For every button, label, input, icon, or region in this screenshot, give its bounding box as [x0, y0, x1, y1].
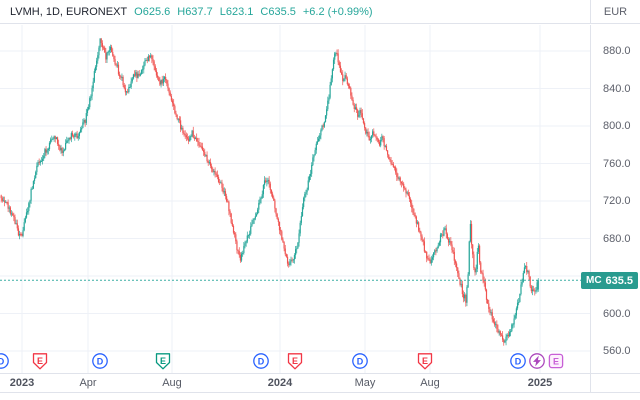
ticker-badge: MC — [586, 275, 602, 286]
svg-text:D: D — [357, 356, 364, 366]
upcoming-event-marker-icon[interactable] — [529, 353, 545, 369]
dividend-marker-icon[interactable]: D — [0, 353, 9, 369]
price-axis-label: 720.0 — [603, 195, 631, 207]
svg-text:E: E — [292, 356, 298, 366]
time-axis-label: May — [354, 377, 376, 389]
legend-ohlc-value: O625.6 — [134, 5, 171, 18]
price-axis-label: 840.0 — [603, 82, 631, 95]
price-scale-axis[interactable]: 880.0 840.0 800.0 760.0 720.0 680.0 600.0 560.0 — [590, 25, 640, 373]
price-axis-label: 800.0 — [603, 120, 631, 132]
price-axis-label: 680.0 — [603, 232, 631, 245]
footer-strip — [0, 393, 640, 400]
earnings-miss-marker-icon[interactable]: E — [32, 353, 48, 370]
svg-text:E: E — [422, 356, 428, 366]
dividend-marker-icon[interactable]: D — [92, 353, 108, 369]
time-axis-label: Aug — [420, 377, 440, 389]
currency-label: EUR — [603, 5, 628, 18]
price-axis-label: 880.0 — [603, 45, 631, 57]
legend-ohlc-value: H637.7 — [177, 5, 213, 18]
svg-text:D: D — [258, 356, 265, 366]
price-axis-label: 760.0 — [603, 157, 631, 170]
legend-ohlc-value: C635.5 — [260, 5, 296, 18]
svg-text:D: D — [515, 356, 522, 366]
dividend-marker-icon[interactable]: D — [253, 353, 269, 369]
time-axis-label: 2025 — [527, 377, 553, 389]
price-axis-label: 560.0 — [603, 345, 631, 357]
currency-label-box: EUR — [590, 0, 640, 24]
symbol-title: LVMH, 1D, EURONEXT — [10, 5, 128, 18]
last-price-value: 635.5 — [605, 274, 633, 287]
time-axis-label: Aug — [162, 377, 182, 389]
time-scale-axis[interactable]: 2023 Apr Aug 2024 May Aug 2025 — [0, 373, 640, 393]
time-axis-label: Apr — [79, 377, 97, 389]
earnings-beat-marker-icon[interactable]: E — [155, 353, 171, 370]
svg-text:D: D — [0, 356, 5, 366]
svg-text:E: E — [37, 356, 43, 366]
upcoming-earnings-marker-icon[interactable]: E — [548, 353, 564, 369]
legend-ohlc-value: +6.2 (+0.99%) — [302, 5, 373, 18]
time-axis-label: 2024 — [267, 377, 293, 389]
legend-ohlc-value: L623.1 — [219, 5, 254, 18]
price-axis-label: 600.0 — [603, 307, 631, 320]
svg-text:E: E — [160, 356, 166, 366]
dividend-marker-icon[interactable]: D — [510, 353, 526, 369]
legend-bar: LVMH, 1D, EURONEXT O625.6 H637.7 L623.1 C63… — [0, 0, 590, 24]
earnings-miss-marker-icon[interactable]: E — [287, 353, 303, 370]
dividend-marker-icon[interactable]: D — [352, 353, 368, 369]
time-axis-label: 2023 — [9, 377, 35, 389]
earnings-miss-marker-icon[interactable]: E — [417, 353, 433, 370]
last-price-label: MC 635.5 — [581, 272, 638, 289]
chart-legend[interactable]: LVMH, 1D, EURONEXT O625.6 H637.7 L623.1 C63… — [10, 6, 373, 18]
svg-text:E: E — [553, 356, 559, 366]
axis-corner-separator — [590, 374, 591, 392]
svg-text:D: D — [97, 356, 104, 366]
